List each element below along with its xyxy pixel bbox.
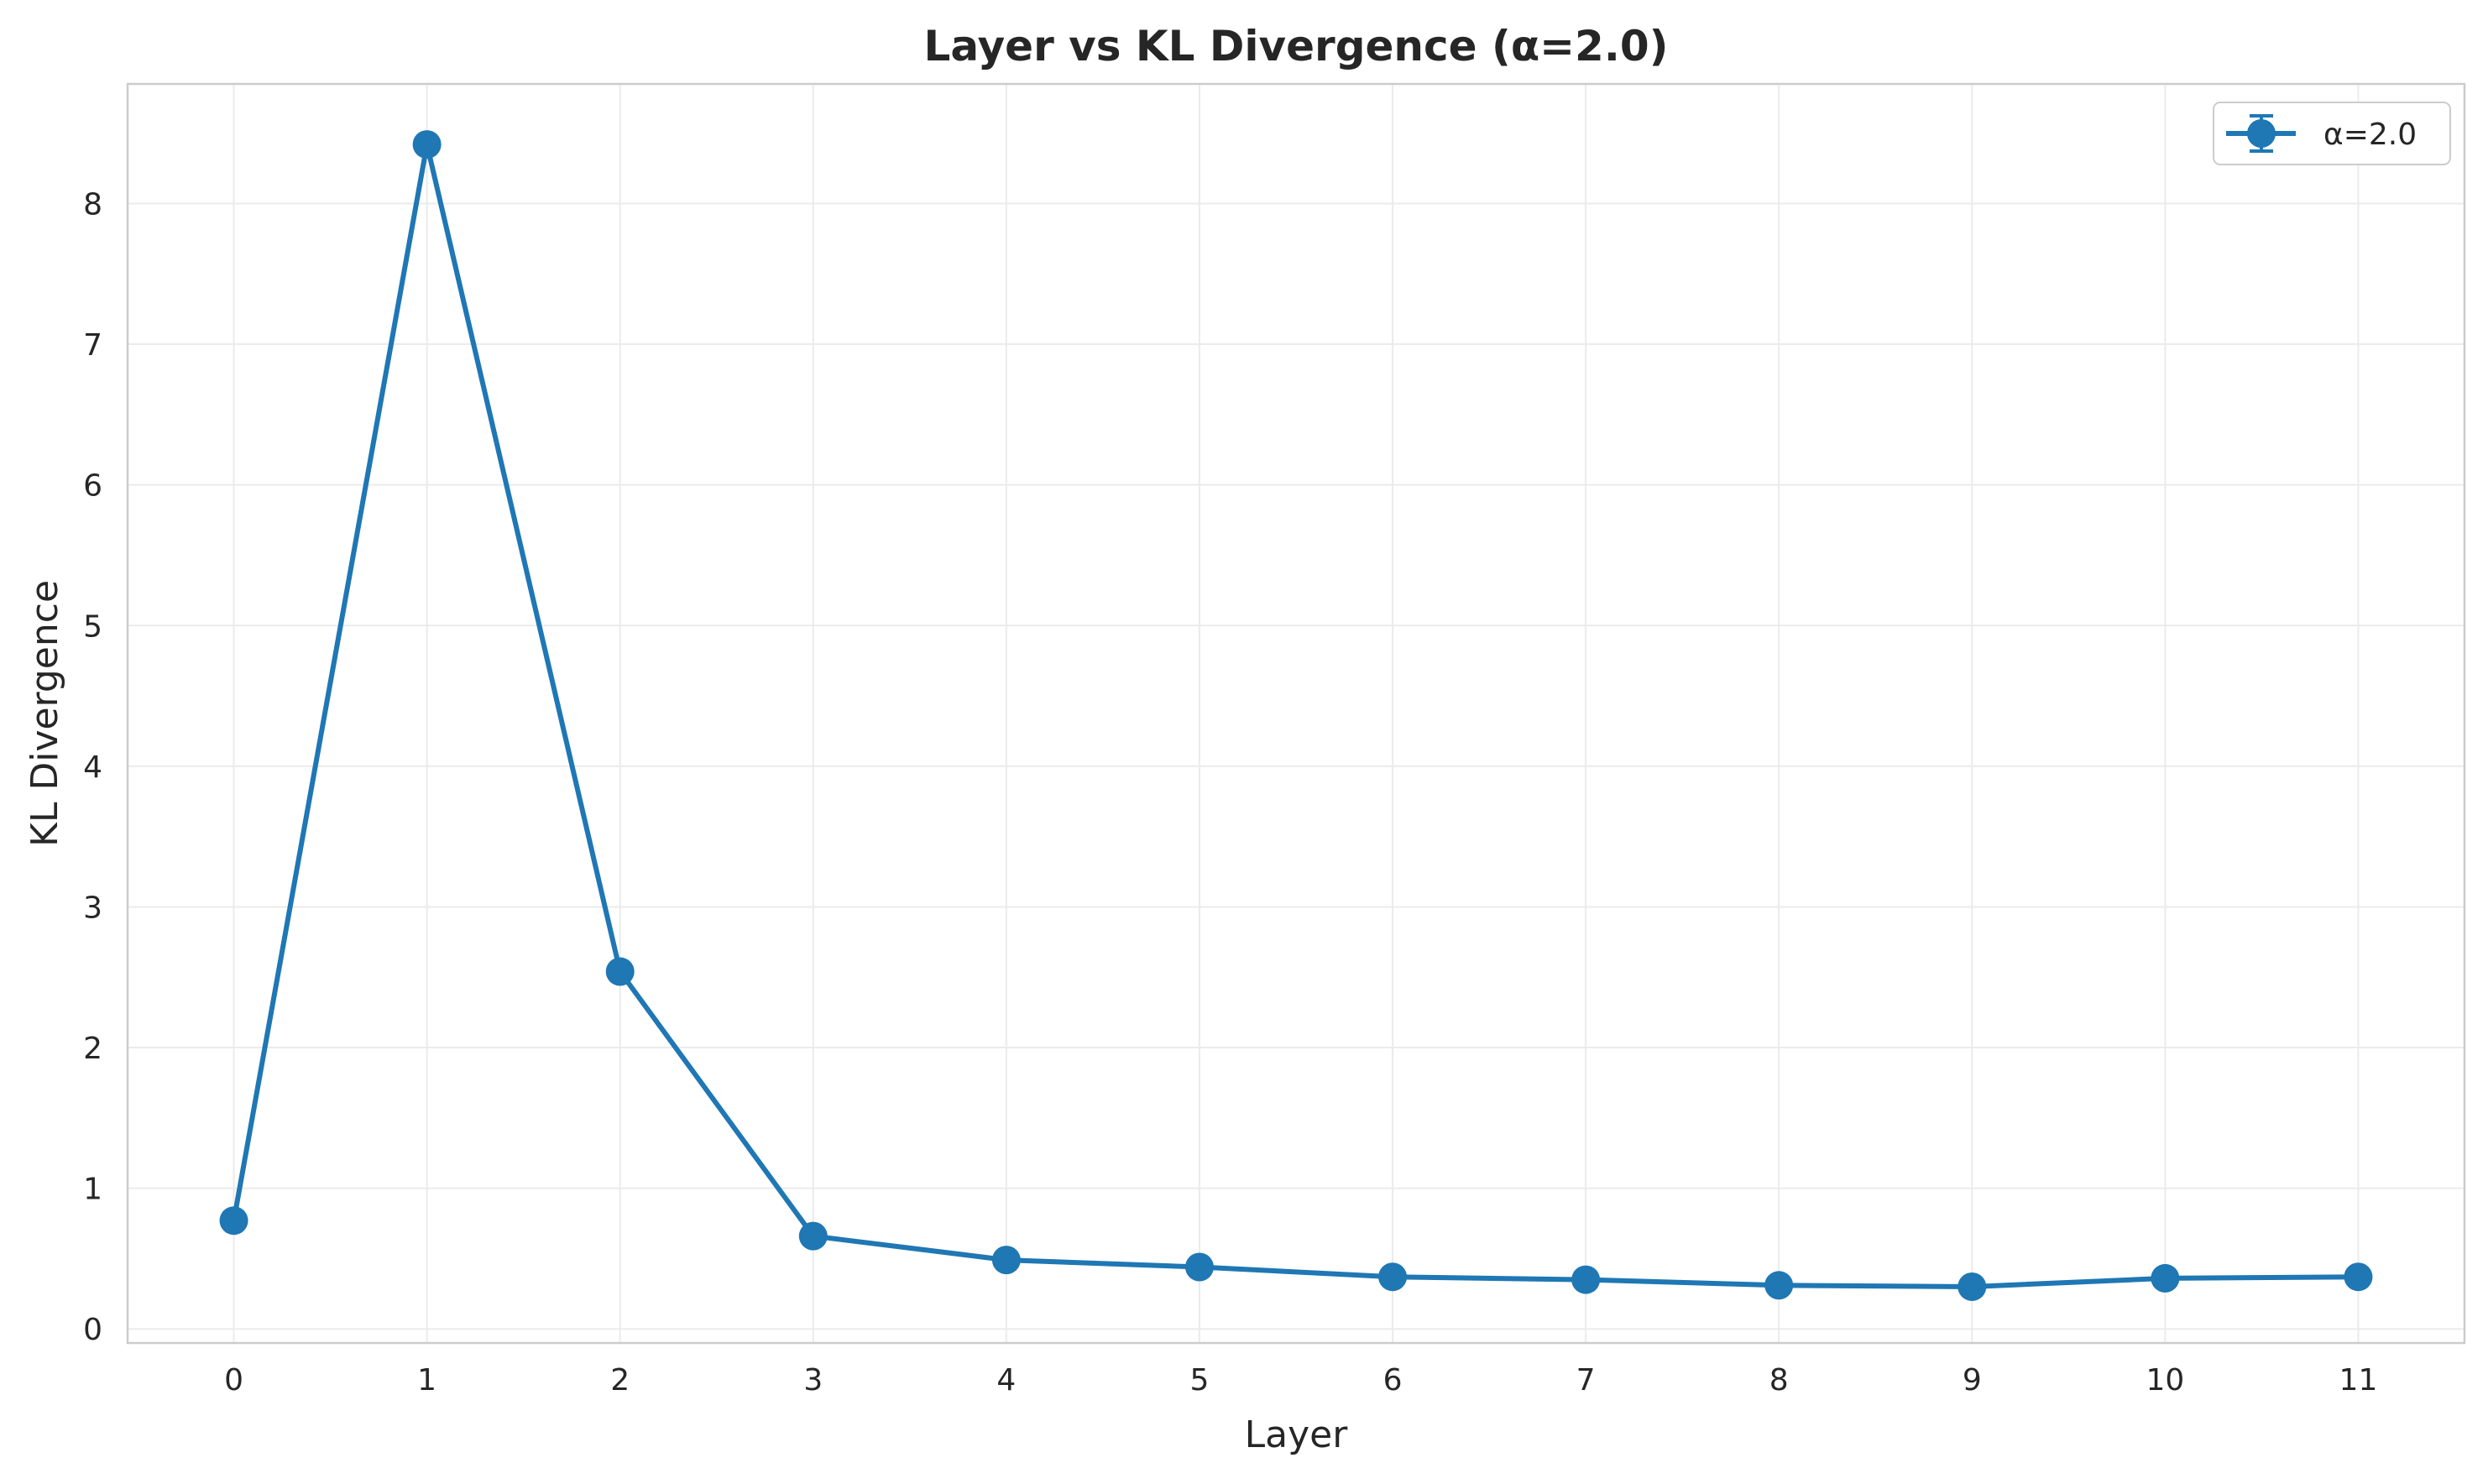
x-axis-label: Layer: [1245, 1413, 1349, 1456]
legend: α=2.0: [2213, 102, 2451, 165]
x-tick-label-3: 3: [803, 1363, 823, 1398]
data-point-9: [1957, 1272, 1987, 1301]
y-tick-label-2: 2: [83, 1032, 102, 1066]
y-axis-label: KL Divergence: [24, 580, 66, 847]
x-tick-label-4: 4: [996, 1363, 1016, 1398]
y-tick-label-3: 3: [83, 891, 102, 925]
y-tick-label-5: 5: [83, 609, 102, 644]
data-point-8: [1764, 1271, 1794, 1300]
x-tick-label-5: 5: [1190, 1363, 1210, 1398]
data-point-4: [991, 1246, 1021, 1275]
y-tick-label-8: 8: [83, 187, 102, 222]
legend-marker: [2247, 119, 2276, 148]
data-point-0: [219, 1206, 248, 1236]
axes: [126, 82, 2466, 1345]
x-tick-label-0: 0: [224, 1363, 243, 1398]
y-tick-label-7: 7: [83, 328, 102, 363]
x-tick-label-6: 6: [1383, 1363, 1403, 1398]
data-point-2: [605, 957, 635, 986]
legend-box: [2213, 102, 2451, 165]
x-tick-label-2: 2: [610, 1363, 630, 1398]
x-tick-label-7: 7: [1576, 1363, 1596, 1398]
y-tick-label-1: 1: [83, 1173, 102, 1207]
x-tick-label-1: 1: [417, 1363, 436, 1398]
data-point-7: [1571, 1265, 1601, 1294]
data-point-11: [2344, 1262, 2373, 1292]
legend-label: α=2.0: [2323, 118, 2417, 152]
data-point-5: [1184, 1252, 1214, 1282]
x-tick-label-11: 11: [2339, 1363, 2378, 1398]
data-point-6: [1378, 1262, 1408, 1292]
y-tick-label-4: 4: [83, 750, 102, 785]
data-point-1: [412, 130, 442, 159]
y-tick-label-0: 0: [83, 1313, 102, 1347]
x-tick-label-8: 8: [1769, 1363, 1789, 1398]
x-tick-label-9: 9: [1963, 1363, 1982, 1398]
data-point-3: [798, 1221, 828, 1251]
x-tick-label-10: 10: [2146, 1363, 2184, 1398]
data-series: [219, 130, 2373, 1301]
gridlines: [128, 84, 2464, 1343]
y-tick-label-6: 6: [83, 469, 102, 504]
tick-labels: 0 1 2 3 4 5 6 7 8 9 10 11 0 1 2 3 4 5 6 7 8: [83, 187, 2377, 1398]
plot-frame: [126, 82, 2466, 1345]
data-point-10: [2151, 1263, 2180, 1293]
series-line: [231, 142, 2361, 1289]
chart-title: Layer vs KL Divergence (α=2.0): [924, 22, 1669, 71]
